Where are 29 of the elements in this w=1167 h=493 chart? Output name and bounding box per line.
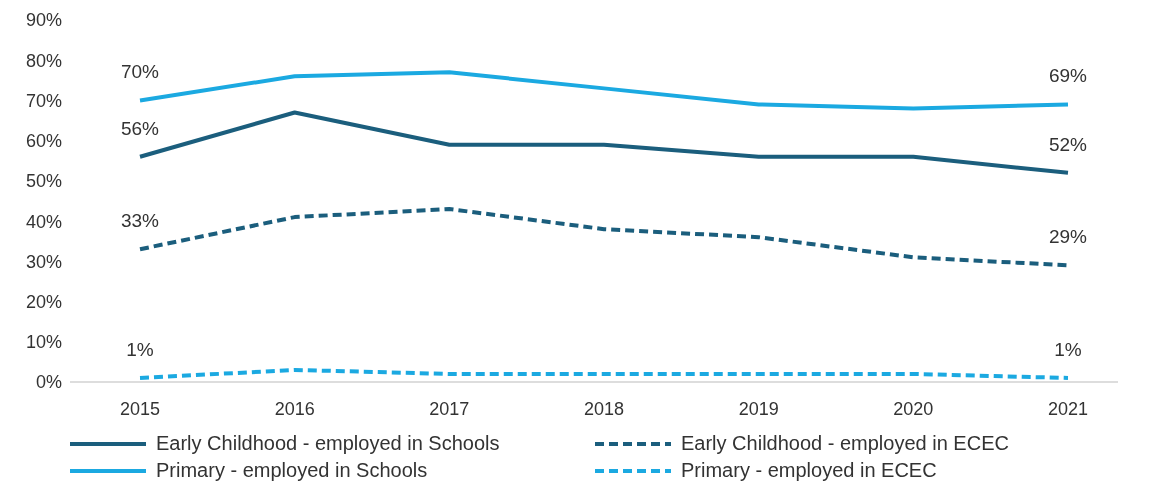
- data-label: 69%: [1048, 65, 1088, 87]
- x-tick-label: 2017: [429, 398, 470, 419]
- y-tick-label: 40%: [25, 211, 62, 232]
- data-label: 56%: [120, 117, 160, 139]
- x-tick-label: 2020: [893, 398, 934, 419]
- legend-label: Early Childhood - employed in Schools: [156, 432, 500, 455]
- x-tick-label: 2018: [583, 398, 625, 419]
- y-tick-label: 60%: [25, 131, 62, 152]
- y-tick-label: 0%: [35, 372, 62, 393]
- legend-label: Primary - employed in ECEC: [681, 459, 937, 482]
- data-label: 33%: [120, 210, 160, 232]
- data-label: 29%: [1048, 226, 1088, 248]
- y-tick-label: 20%: [25, 291, 62, 312]
- legend-label: Primary - employed in Schools: [156, 459, 428, 482]
- data-label: 70%: [120, 61, 160, 83]
- data-label: 1%: [126, 338, 154, 360]
- y-tick-label: 50%: [25, 171, 62, 192]
- data-label: 1%: [1054, 338, 1082, 360]
- y-tick-label: 90%: [25, 10, 62, 31]
- x-tick-label: 2016: [274, 398, 315, 419]
- x-tick-label: 2019: [738, 398, 779, 419]
- data-label: 52%: [1048, 133, 1088, 155]
- x-tick-label: 2021: [1047, 398, 1089, 419]
- y-tick-label: 70%: [25, 90, 62, 111]
- legend-label: Early Childhood - employed in ECEC: [681, 432, 1009, 455]
- y-tick-label: 30%: [25, 251, 62, 272]
- y-tick-label: 80%: [25, 50, 62, 71]
- x-tick-label: 2015: [119, 398, 161, 419]
- y-tick-label: 10%: [25, 332, 62, 353]
